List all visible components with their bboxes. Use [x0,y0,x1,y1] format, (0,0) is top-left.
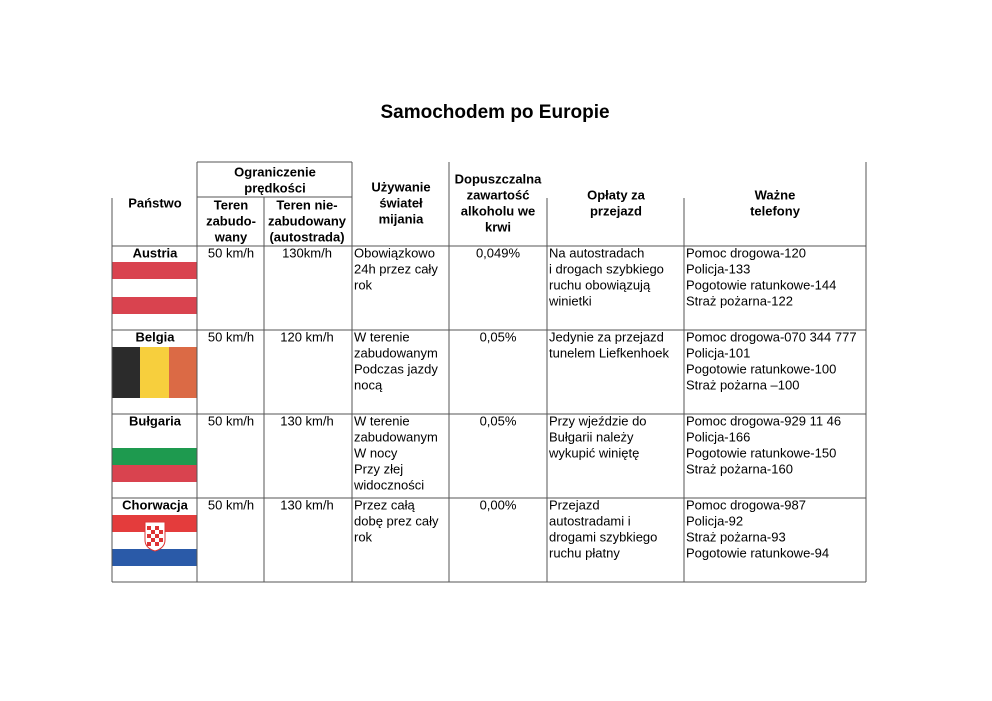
flag-austria [112,262,197,314]
header-text: (autostrada) [269,229,344,244]
header-text: Państwo [128,195,182,210]
header-text: Ograniczenie [234,164,316,179]
speed-rural: 130km/h [282,245,332,260]
tolls-line: drogami szybkiego [549,529,657,544]
speed-urban: 50 km/h [208,245,254,260]
country-name: Bułgaria [129,413,182,428]
lights-line: Przy złej [354,461,403,476]
lights-line: W terenie [354,329,410,344]
header-text: telefony [750,203,801,218]
header-text: zabudowany [268,213,347,228]
speed-rural: 130 km/h [280,497,333,512]
tolls-line: ruchu płatny [549,545,620,560]
tolls-line: wykupić winiętę [548,445,639,460]
header-text: świateł [379,195,423,210]
lights-line: Podczas jazdy [354,361,438,376]
alcohol-limit: 0,00% [480,497,517,512]
phones-line: Straż pożarna –100 [686,377,799,392]
tolls-line: Przejazd [549,497,600,512]
lights-line: Obowiązkowo [354,245,435,260]
header-text: krwi [485,219,511,234]
flag-croatia [112,515,197,566]
flag-bulgaria [112,431,197,482]
phones-line: Pomoc drogowa-929 11 46 [686,413,841,428]
alcohol-limit: 0,05% [480,413,517,428]
header-text: Opłaty za [587,187,646,202]
lights-line: zabudowanym [354,429,438,444]
speed-urban: 50 km/h [208,413,254,428]
lights-line: widoczności [353,477,424,492]
tolls-line: winietki [548,293,592,308]
tolls-line: ruchu obowiązują [549,277,651,292]
phones-line: Pomoc drogowa-120 [686,245,806,260]
phones-line: Pogotowie ratunkowe-100 [686,361,836,376]
phones-line: Policja-92 [686,513,743,528]
tolls-line: Bułgarii należy [549,429,634,444]
header-text: zabudo- [206,213,256,228]
header-text: Używanie [371,179,430,194]
header-text: Dopuszczalna [455,171,542,186]
lights-line: nocą [354,377,383,392]
tolls-line: tunelem Liefkenhoek [549,345,669,360]
phones-line: Policja-166 [686,429,750,444]
header-text: przejazd [590,203,642,218]
tolls-line: Przy wjeździe do [549,413,647,428]
lights-line: dobę prez cały [354,513,439,528]
tolls-line: i drogach szybkiego [549,261,664,276]
phones-line: Pomoc drogowa-070 344 777 [686,329,857,344]
header-text: prędkości [244,180,305,195]
header-text: Teren nie- [276,197,337,212]
speed-rural: 130 km/h [280,413,333,428]
lights-line: 24h przez cały [354,261,438,276]
phones-line: Straż pożarna-160 [686,461,793,476]
lights-line: zabudowanym [354,345,438,360]
phones-line: Policja-101 [686,345,750,360]
tolls-line: autostradami i [549,513,631,528]
title: Samochodem po Europie [380,102,609,123]
phones-line: Pomoc drogowa-987 [686,497,806,512]
tolls-line: Na autostradach [549,245,644,260]
country-name: Belgia [135,329,175,344]
country-name: Austria [133,245,179,260]
speed-urban: 50 km/h [208,329,254,344]
header-text: mijania [379,211,425,226]
alcohol-limit: 0,05% [480,329,517,344]
country-name: Chorwacja [122,497,189,512]
header-text: alkoholu we [461,203,535,218]
lights-line: rok [354,529,373,544]
lights-line: W nocy [354,445,398,460]
speed-rural: 120 km/h [280,329,333,344]
tolls-line: Jedynie za przejazd [549,329,664,344]
header-text: wany [214,229,248,244]
phones-line: Pogotowie ratunkowe-94 [686,545,829,560]
phones-line: Straż pożarna-93 [686,529,786,544]
lights-line: W terenie [354,413,410,428]
phones-line: Pogotowie ratunkowe-144 [686,277,836,292]
alcohol-limit: 0,049% [476,245,521,260]
lights-line: rok [354,277,373,292]
header-text: zawartość [467,187,530,202]
header-text: Ważne [755,187,796,202]
speed-urban: 50 km/h [208,497,254,512]
header-text: Teren [214,197,248,212]
flags [112,262,197,566]
flag-belgium [112,347,197,398]
lights-line: Przez całą [354,497,415,512]
phones-line: Straż pożarna-122 [686,293,793,308]
phones-line: Pogotowie ratunkowe-150 [686,445,836,460]
phones-line: Policja-133 [686,261,750,276]
